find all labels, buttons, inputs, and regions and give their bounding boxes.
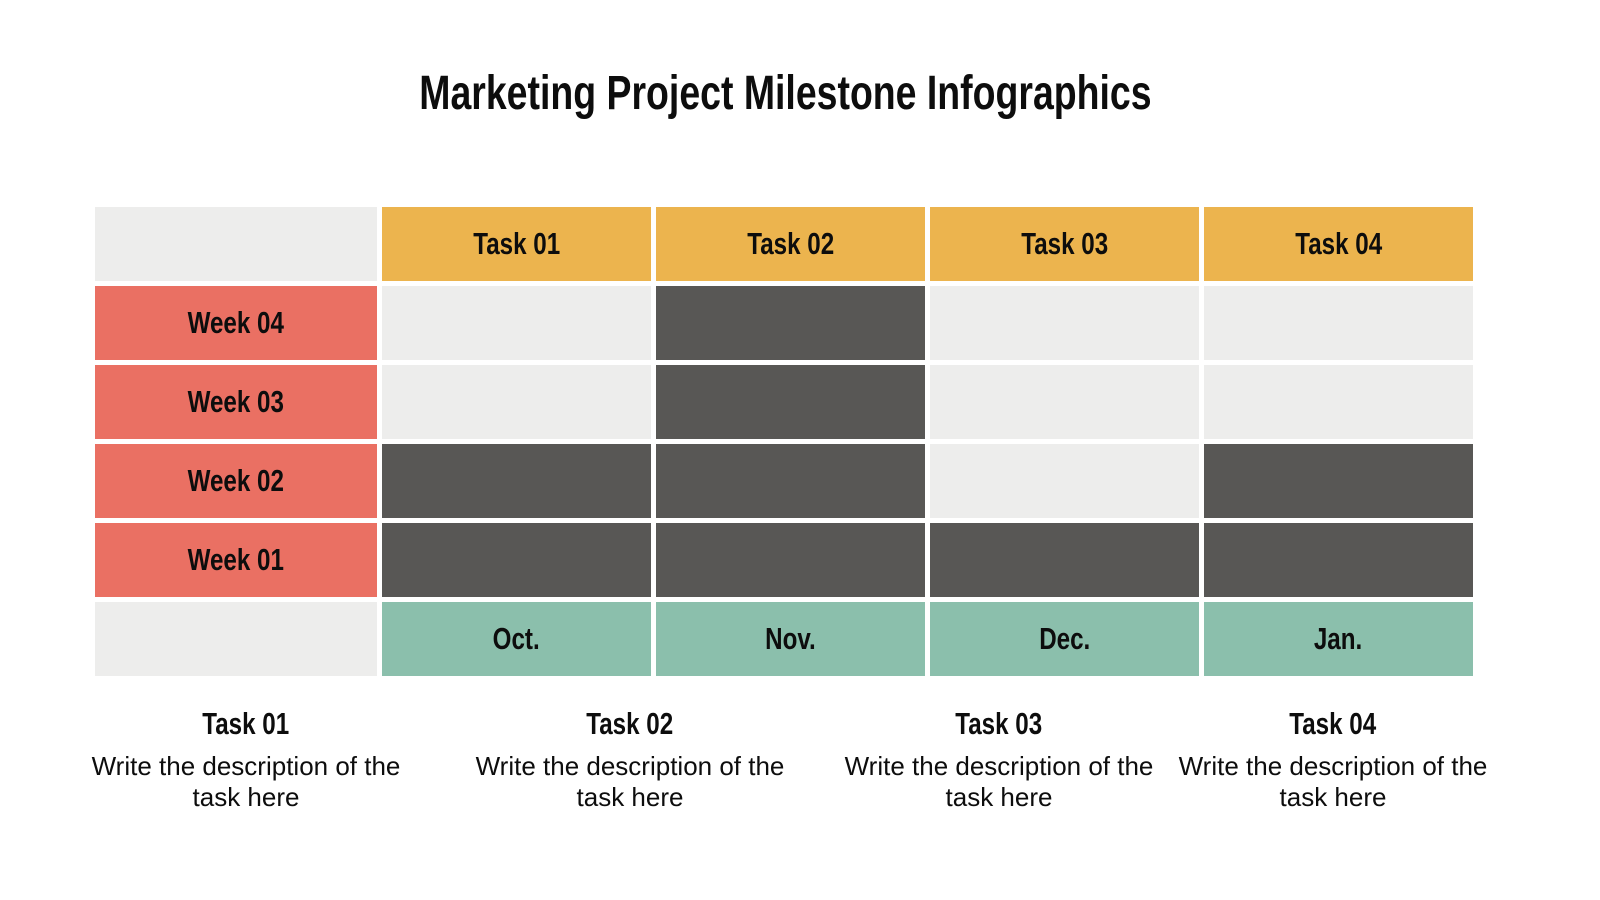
cell-week02-task04 (1204, 444, 1473, 518)
column-header-label: Task 02 (747, 226, 834, 261)
month-label: Nov. (765, 621, 816, 656)
row-header-week-02: Week 02 (95, 444, 377, 518)
corner-cell-top (95, 207, 377, 281)
cell-week01-task04 (1204, 523, 1473, 597)
task-description-03: Task 03 Write the description of the tas… (844, 706, 1154, 813)
month-label-jan: Jan. (1204, 602, 1473, 676)
row-header-label: Week 03 (187, 384, 285, 419)
task-description-text: Write the description of the task here (844, 751, 1154, 812)
column-header-task-02: Task 02 (656, 207, 925, 281)
month-label-oct: Oct. (382, 602, 651, 676)
task-description-title: Task 03 (844, 706, 1154, 742)
cell-week02-task03 (930, 444, 1199, 518)
row-header-label: Week 02 (187, 463, 285, 498)
cell-week03-task02 (656, 365, 925, 439)
task-description-title-text: Task 01 (202, 706, 290, 741)
column-header-label: Task 04 (1295, 226, 1382, 261)
cell-week04-task02 (656, 286, 925, 360)
cell-week03-task03 (930, 365, 1199, 439)
task-description-text: Write the description of the task here (475, 751, 785, 812)
task-description-title-text: Task 02 (586, 706, 674, 741)
month-label: Jan. (1314, 621, 1363, 656)
task-description-02: Task 02 Write the description of the tas… (475, 706, 785, 813)
cell-week02-task02 (656, 444, 925, 518)
task-description-04: Task 04 Write the description of the tas… (1178, 706, 1488, 813)
task-description-title: Task 02 (475, 706, 785, 742)
row-header-label: Week 04 (187, 305, 285, 340)
task-description-text: Write the description of the task here (1178, 751, 1488, 812)
task-description-text: Write the description of the task here (91, 751, 401, 812)
milestone-grid: Task 01 Task 02 Task 03 Task 04 Week 04 … (95, 207, 1473, 676)
cell-week04-task04 (1204, 286, 1473, 360)
month-label: Dec. (1038, 621, 1091, 656)
task-description-title: Task 04 (1178, 706, 1488, 742)
row-header-week-04: Week 04 (95, 286, 377, 360)
task-description-title-text: Task 04 (1289, 706, 1377, 741)
column-header-task-01: Task 01 (382, 207, 651, 281)
task-descriptions: Task 01 Write the description of the tas… (0, 706, 1600, 846)
row-header-week-03: Week 03 (95, 365, 377, 439)
row-header-week-01: Week 01 (95, 523, 377, 597)
month-label-nov: Nov. (656, 602, 925, 676)
row-header-label: Week 01 (187, 542, 285, 577)
cell-week03-task04 (1204, 365, 1473, 439)
cell-week04-task03 (930, 286, 1199, 360)
cell-week02-task01 (382, 444, 651, 518)
corner-cell-bottom (95, 602, 377, 676)
task-description-title: Task 01 (91, 706, 401, 742)
cell-week03-task01 (382, 365, 651, 439)
page-title-text: Marketing Project Milestone Infographics (418, 67, 1152, 120)
cell-week04-task01 (382, 286, 651, 360)
cell-week01-task01 (382, 523, 651, 597)
column-header-task-03: Task 03 (930, 207, 1199, 281)
column-header-label: Task 03 (1021, 226, 1108, 261)
task-description-01: Task 01 Write the description of the tas… (91, 706, 401, 813)
column-header-label: Task 01 (473, 226, 560, 261)
month-label: Oct. (492, 621, 541, 656)
cell-week01-task03 (930, 523, 1199, 597)
cell-week01-task02 (656, 523, 925, 597)
task-description-title-text: Task 03 (955, 706, 1043, 741)
page-title: Marketing Project Milestone Infographics (0, 66, 1570, 121)
column-header-task-04: Task 04 (1204, 207, 1473, 281)
month-label-dec: Dec. (930, 602, 1199, 676)
